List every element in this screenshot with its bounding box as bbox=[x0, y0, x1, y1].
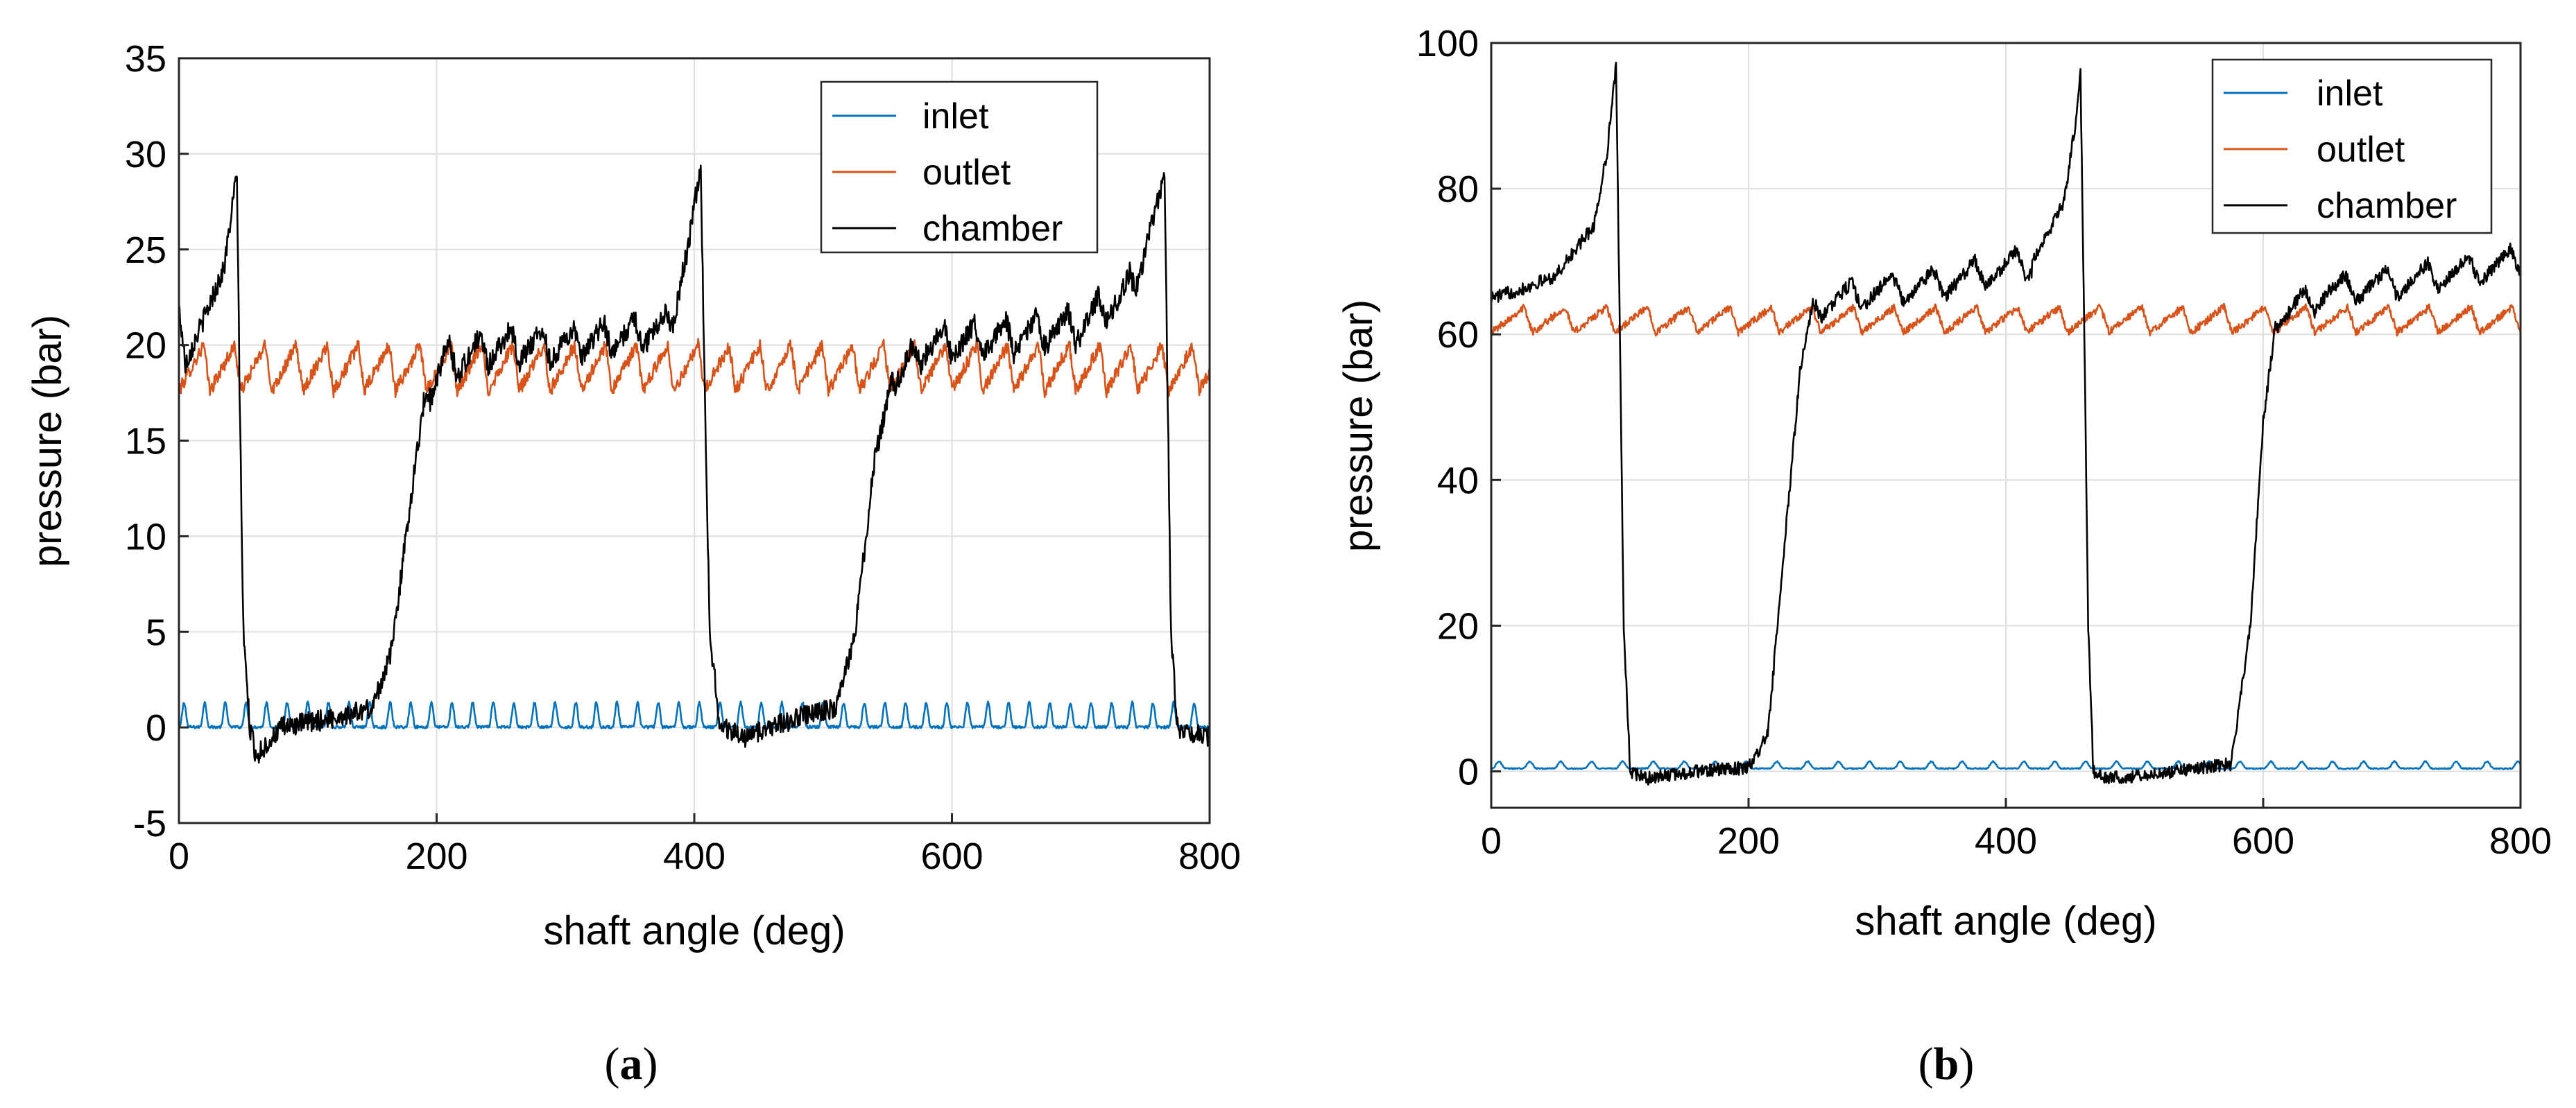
panel-a-ytick-label--5: -5 bbox=[133, 803, 166, 845]
panel-b-series-inlet bbox=[1491, 760, 2521, 770]
panel-a-ytick-label-30: 30 bbox=[125, 134, 166, 175]
panel-a-legend-chamber: chamber bbox=[922, 209, 1063, 249]
panel-b-xtick-label-200: 200 bbox=[1717, 820, 1780, 862]
panel-b-series-outlet bbox=[1491, 302, 2521, 337]
panel-a-xtick-label-400: 400 bbox=[663, 836, 725, 877]
panel-b-caption-letter: b bbox=[1934, 1039, 1959, 1089]
panel-b-legend-outlet: outlet bbox=[2317, 130, 2405, 170]
panel-b-legend: inlet outlet chamber bbox=[2211, 58, 2493, 234]
panel-a-ytick-label-5: 5 bbox=[146, 612, 166, 653]
panel-b-xtick-label-600: 600 bbox=[2232, 820, 2294, 862]
panel-b-legend-chamber: chamber bbox=[2317, 186, 2457, 226]
panel-a-ytick-label-35: 35 bbox=[125, 38, 166, 80]
panel-b-legend-box bbox=[2211, 58, 2493, 234]
panel-b-xtick-label-0: 0 bbox=[1481, 820, 1502, 862]
panel-a-legend-outlet: outlet bbox=[922, 153, 1011, 193]
panel-a-xtick-label-0: 0 bbox=[169, 836, 189, 877]
panel-a-caption: (a) bbox=[605, 1039, 658, 1089]
panel-b-ytick-label-40: 40 bbox=[1437, 460, 1479, 501]
panel-b-ylabel: pressure (bar) bbox=[1336, 300, 1381, 552]
panel-a-ytick-label-10: 10 bbox=[125, 516, 166, 557]
panel-b-ytick-label-100: 100 bbox=[1416, 23, 1479, 64]
panel-b-caption: (b) bbox=[1918, 1039, 1975, 1089]
panel-a-xtick-label-200: 200 bbox=[405, 836, 467, 877]
panel-a-ytick-label-15: 15 bbox=[125, 421, 166, 462]
panel-b-legend-inlet: inlet bbox=[2317, 73, 2383, 114]
panel-b-series-chamber bbox=[1491, 62, 2521, 786]
panel-a-ytick-label-0: 0 bbox=[146, 707, 166, 749]
panel-b-xtick-label-800: 800 bbox=[2489, 820, 2552, 862]
panel-a-caption-letter: a bbox=[620, 1039, 643, 1089]
panel-b-series bbox=[1491, 62, 2521, 786]
panel-b-ticks: 0 200 400 600 800 0 20 40 60 80 100 bbox=[1416, 23, 2552, 862]
panel-b-ytick-label-80: 80 bbox=[1437, 168, 1479, 210]
panel-a-series-chamber bbox=[179, 164, 1210, 764]
panel-b-xtick-label-400: 400 bbox=[1975, 820, 2037, 862]
panel-b-ytick-label-20: 20 bbox=[1437, 605, 1479, 647]
panel-a-xlabel: shaft angle (deg) bbox=[543, 908, 845, 953]
panel-b-ytick-label-60: 60 bbox=[1437, 314, 1479, 356]
panel-a-ytick-label-25: 25 bbox=[125, 230, 166, 271]
panel-a-xtick-label-800: 800 bbox=[1178, 836, 1241, 877]
panel-b-xlabel: shaft angle (deg) bbox=[1855, 899, 2156, 944]
panel-a-series bbox=[179, 164, 1210, 764]
panel-a-legend-box bbox=[820, 80, 1099, 254]
panel-a-ylabel: pressure (bar) bbox=[25, 315, 70, 567]
panel-b: 0 200 400 600 800 0 20 40 60 80 100 shaft angle (d… bbox=[1336, 23, 2552, 1089]
panel-b-ytick-label-0: 0 bbox=[1458, 751, 1479, 793]
panel-a-xtick-label-600: 600 bbox=[920, 836, 983, 877]
panel-a-legend-inlet: inlet bbox=[922, 96, 989, 137]
panel-a-series-outlet bbox=[179, 338, 1210, 399]
panel-a-legend: inlet outlet chamber bbox=[820, 80, 1099, 254]
panel-a-ytick-label-20: 20 bbox=[125, 325, 166, 367]
